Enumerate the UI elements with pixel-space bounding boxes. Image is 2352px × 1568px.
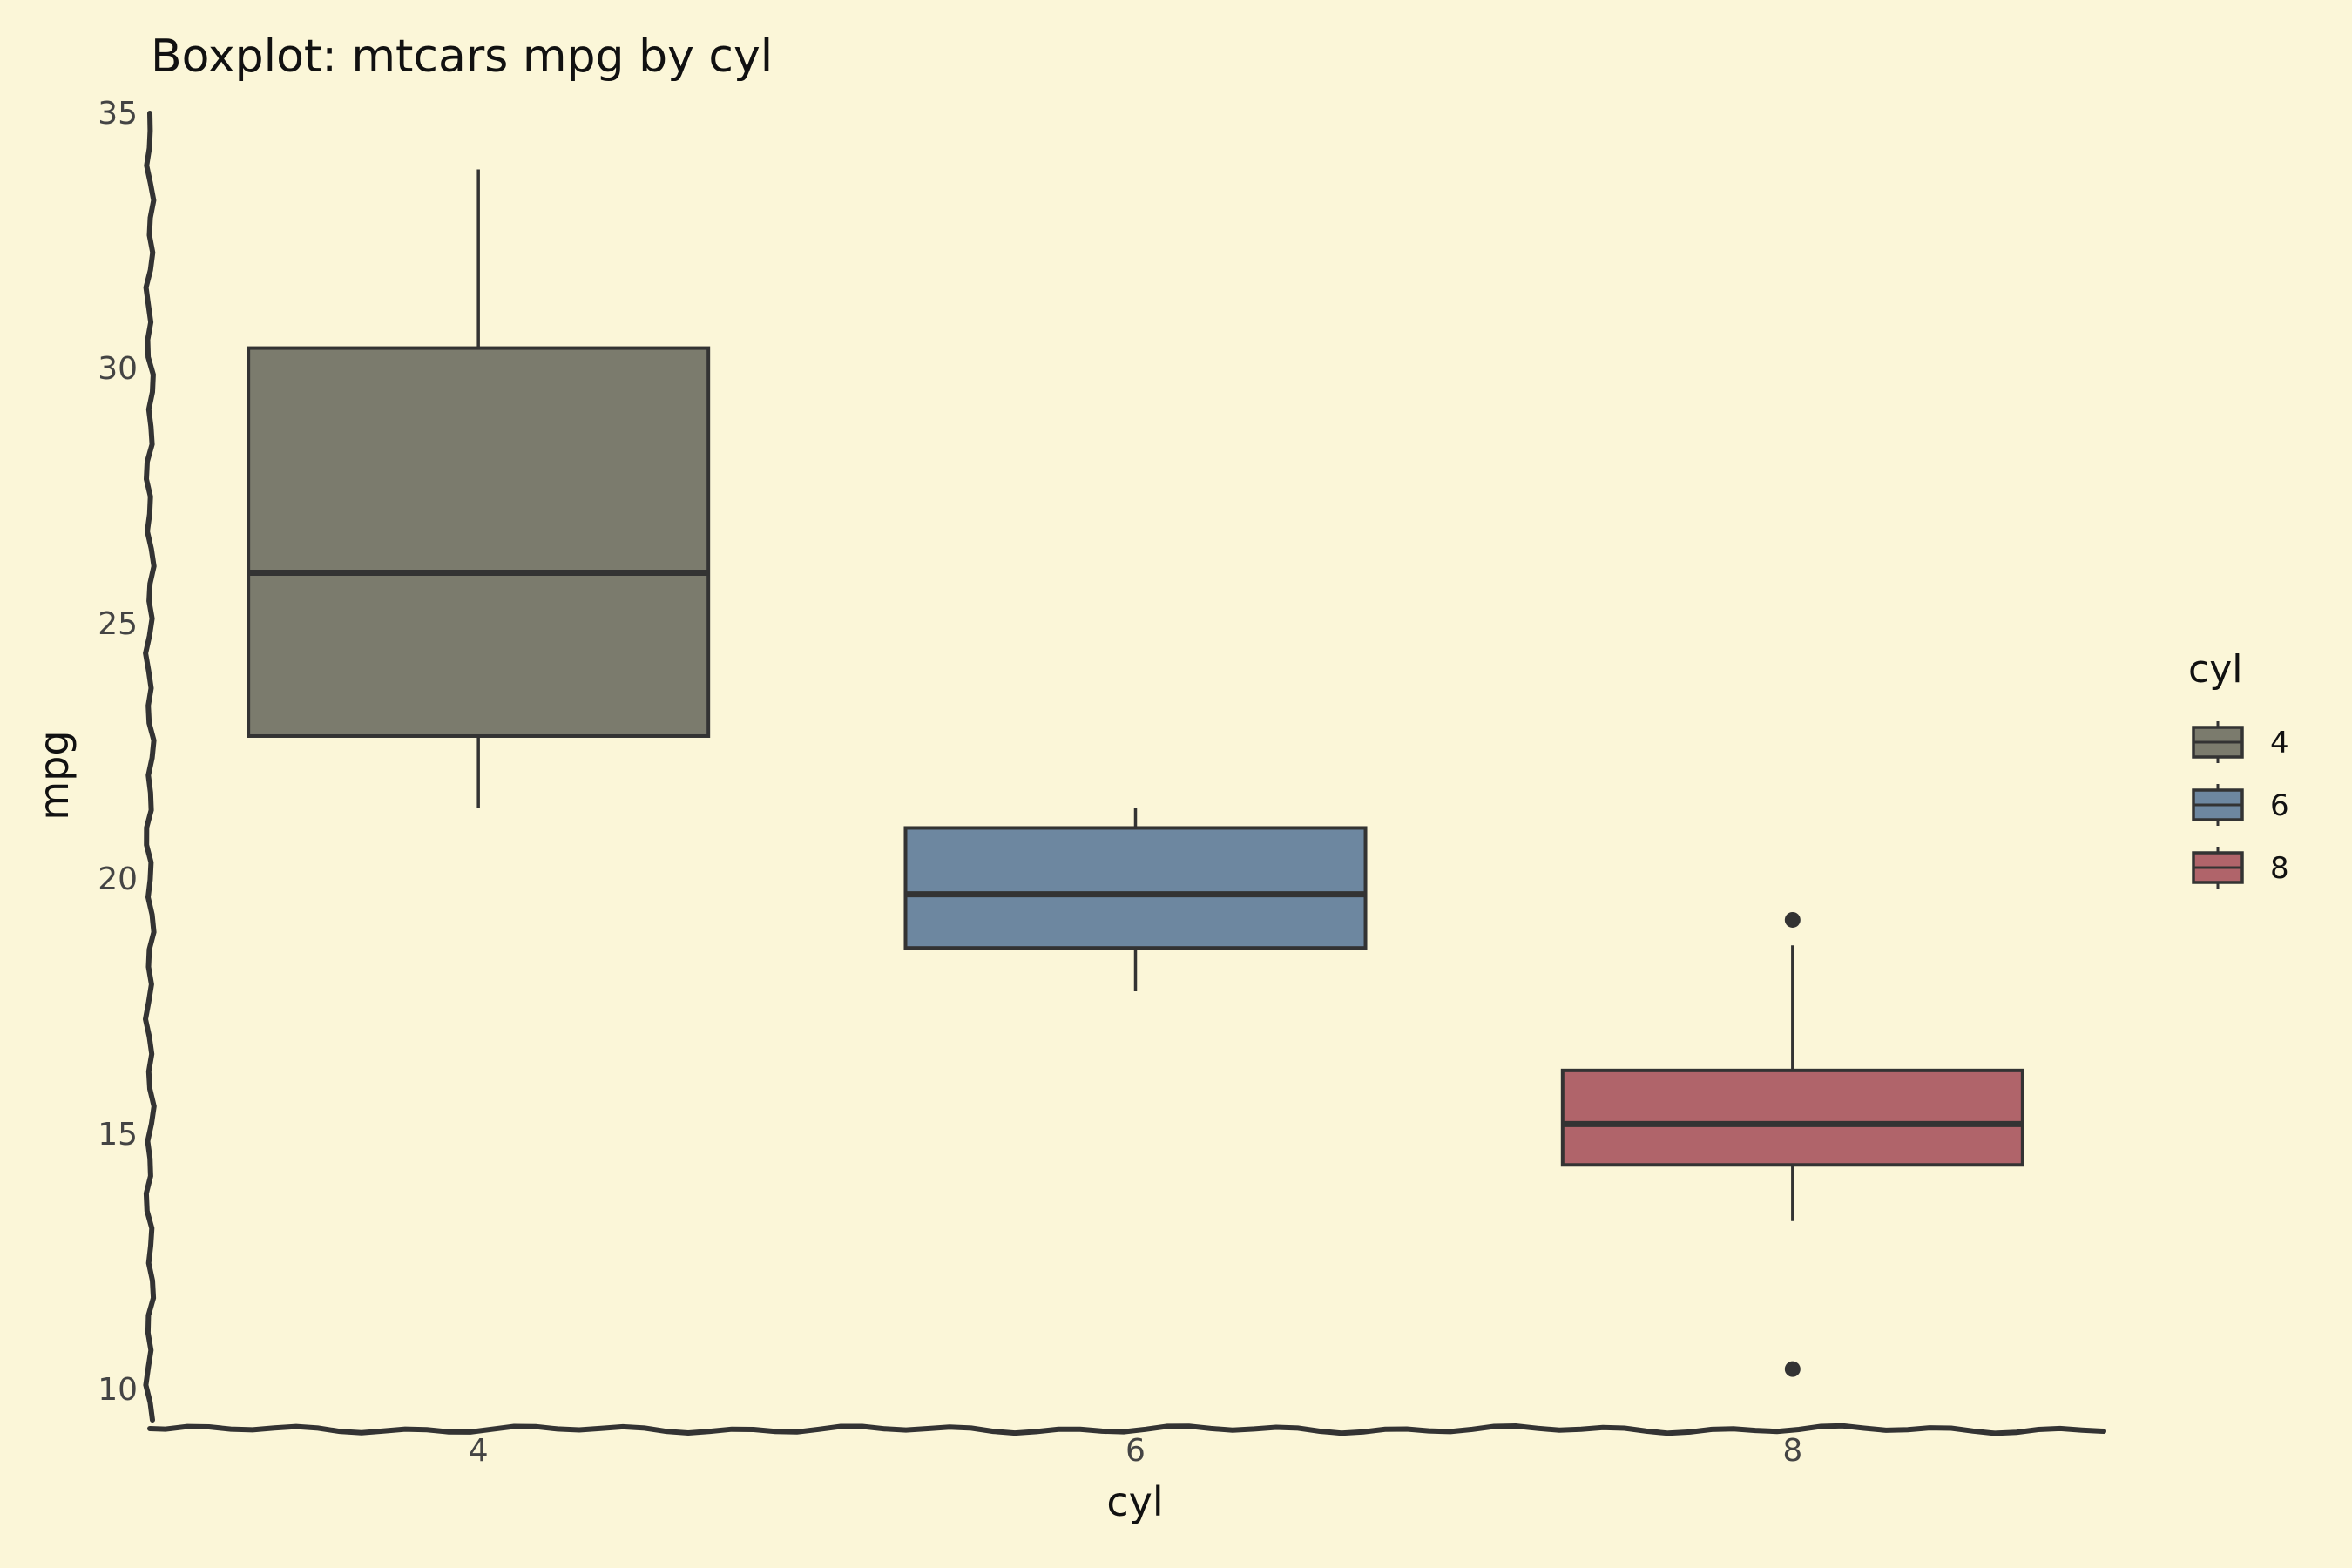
- box-iqr: [1560, 1068, 2024, 1167]
- y-tick-label: 30: [98, 351, 138, 387]
- legend-title: cyl: [2188, 647, 2242, 692]
- y-axis-line: [142, 111, 157, 1423]
- outlier-point: [1784, 1361, 1801, 1377]
- y-tick-label: 20: [98, 862, 138, 897]
- y-tick-label: 35: [98, 96, 138, 132]
- chart-marks: 10 15 20 25 30 35 4 6 8 4 6 8: [98, 96, 2288, 1469]
- y-axis-title: mpg: [30, 730, 78, 820]
- y-tick-label: 15: [98, 1117, 138, 1152]
- box-iqr: [903, 826, 1368, 950]
- x-axis-title: cyl: [1106, 1478, 1163, 1525]
- x-tick-label: 8: [1782, 1433, 1802, 1469]
- x-axis-line: [147, 1423, 2106, 1436]
- x-tick-label: 6: [1125, 1433, 1146, 1469]
- box-iqr: [247, 346, 711, 738]
- legend-label: 8: [2270, 851, 2289, 886]
- legend-label: 6: [2270, 788, 2289, 823]
- y-tick-label: 25: [98, 606, 138, 642]
- x-tick-label: 4: [469, 1433, 489, 1469]
- outlier-point: [1784, 911, 1801, 928]
- legend-label: 4: [2270, 726, 2289, 760]
- chart-title: Boxplot: mtcars mpg by cyl: [151, 30, 773, 83]
- y-tick-label: 10: [98, 1372, 138, 1408]
